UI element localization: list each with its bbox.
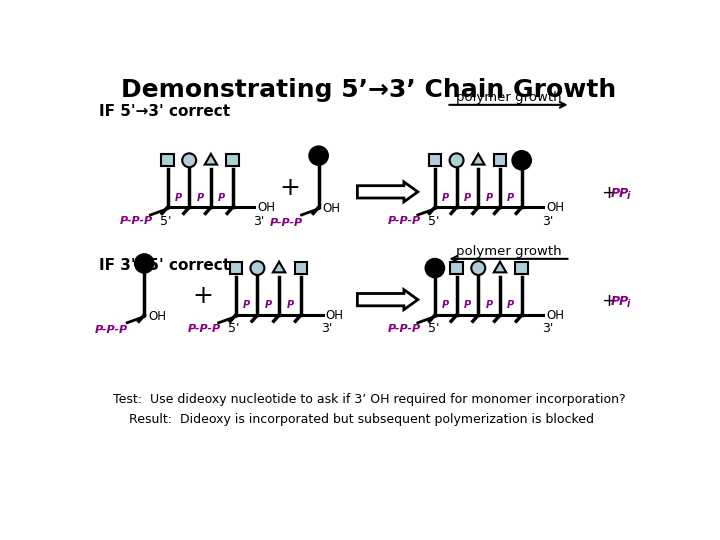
Bar [230, 262, 242, 274]
Text: P: P [197, 193, 204, 202]
Bar [226, 154, 239, 166]
Text: 3': 3' [542, 214, 554, 228]
Text: polymer growth: polymer growth [456, 91, 562, 104]
Text: P-P-P: P-P-P [95, 326, 128, 335]
Text: OH: OH [546, 201, 564, 214]
Polygon shape [472, 154, 485, 165]
Text: P: P [464, 300, 471, 310]
Bar [294, 262, 307, 274]
FancyArrow shape [357, 182, 418, 202]
Bar [451, 262, 463, 274]
Polygon shape [494, 262, 506, 272]
Text: OH: OH [325, 308, 343, 321]
Text: 5': 5' [428, 214, 439, 228]
Text: OH: OH [258, 201, 275, 214]
Text: 3': 3' [253, 214, 265, 228]
Circle shape [135, 254, 153, 273]
Text: P: P [485, 300, 492, 310]
Text: 5': 5' [228, 322, 240, 335]
Text: P: P [508, 193, 514, 202]
Text: IF 3'→5' correct: IF 3'→5' correct [99, 258, 230, 273]
Text: P: P [218, 193, 225, 202]
Text: P-P-P: P-P-P [269, 218, 302, 228]
Circle shape [513, 151, 531, 170]
Bar [161, 154, 174, 166]
Text: 5': 5' [160, 214, 171, 228]
Text: P: P [508, 300, 514, 310]
Text: Test:  Use dideoxy nucleotide to ask if 3’ OH required for monomer incorporation: Test: Use dideoxy nucleotide to ask if 3… [113, 393, 625, 406]
Text: 3': 3' [542, 322, 554, 335]
Text: IF 5'→3' correct: IF 5'→3' correct [99, 104, 230, 118]
Text: Demonstrating 5’→3’ Chain Growth: Demonstrating 5’→3’ Chain Growth [122, 78, 616, 102]
Circle shape [182, 153, 196, 167]
Polygon shape [273, 262, 285, 272]
Circle shape [449, 153, 464, 167]
Text: P: P [485, 193, 492, 202]
Circle shape [251, 261, 264, 275]
Text: P: P [175, 193, 182, 202]
Text: polymer growth: polymer growth [456, 245, 562, 258]
Text: P: P [442, 193, 449, 202]
Text: OH: OH [546, 308, 564, 321]
Text: P: P [287, 300, 294, 310]
Text: P: P [265, 300, 272, 310]
Circle shape [472, 261, 485, 275]
Text: 5': 5' [428, 322, 439, 335]
Bar [494, 154, 506, 166]
Text: P-P-P: P-P-P [387, 324, 420, 334]
Text: PP: PP [611, 187, 629, 200]
Text: +: + [192, 284, 213, 308]
Polygon shape [204, 154, 217, 165]
Bar [516, 262, 528, 274]
Text: P-P-P: P-P-P [120, 216, 153, 226]
Text: P: P [464, 193, 471, 202]
Text: P-P-P: P-P-P [188, 324, 221, 334]
FancyArrow shape [357, 289, 418, 309]
Bar [428, 154, 441, 166]
Text: 3': 3' [321, 322, 333, 335]
Circle shape [426, 259, 444, 278]
Text: +: + [279, 176, 300, 200]
Text: P-P-P: P-P-P [387, 216, 420, 226]
Text: P: P [243, 300, 250, 310]
Text: OH: OH [323, 202, 341, 215]
Text: Result:  Dideoxy is incorporated but subsequent polymerization is blocked: Result: Dideoxy is incorporated but subs… [129, 413, 594, 426]
Text: P: P [442, 300, 449, 310]
Text: i: i [626, 299, 630, 309]
Circle shape [310, 146, 328, 165]
Text: i: i [626, 192, 630, 201]
Text: +: + [601, 184, 616, 202]
Text: OH: OH [148, 310, 166, 323]
Text: PP: PP [611, 295, 629, 308]
Text: +: + [601, 292, 616, 310]
